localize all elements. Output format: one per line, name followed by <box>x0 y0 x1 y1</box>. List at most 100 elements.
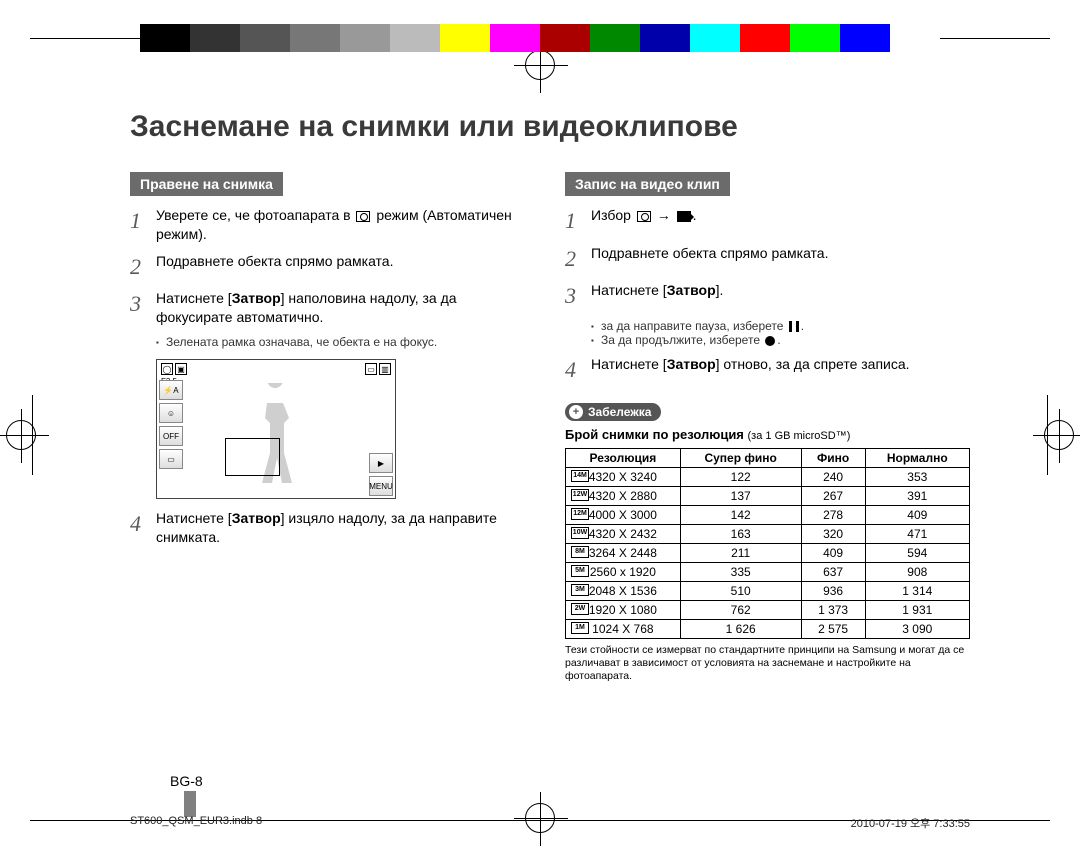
resolution-cell: 14M4320 X 3240 <box>566 467 681 486</box>
step-4-text: Натиснете [Затвор] отново, за да спрете … <box>591 355 970 385</box>
side-btn-off: OFF <box>159 426 183 446</box>
table-cell: 471 <box>865 524 969 543</box>
page-title: Заснемане на снимки или видеоклипове <box>130 110 970 144</box>
table-cell: 409 <box>865 505 969 524</box>
table-cell: 594 <box>865 543 969 562</box>
registration-mark-right <box>1044 420 1074 450</box>
table-row: 8M3264 X 2448211409594 <box>566 543 970 562</box>
side-btn-menu: MENU <box>369 476 393 496</box>
table-cell: 3 090 <box>865 619 969 638</box>
table-cell: 278 <box>801 505 865 524</box>
table-cell: 353 <box>865 467 969 486</box>
resolution-cell: 5M2560 x 1920 <box>566 562 681 581</box>
step-3-sub-resume: За да продължите, изберете . <box>591 333 970 347</box>
footer-left: ST600_QSM_EUR3.indb 8 <box>130 815 262 831</box>
camera-lcd-preview: ◯ ▣ ▭ ▥ F3.5 1/45s ⚡A ☺ OFF <box>156 359 396 499</box>
table-cell: 936 <box>801 581 865 600</box>
page-number: BG-8 <box>170 773 203 789</box>
table-cell: 762 <box>680 600 801 619</box>
registration-mark-left <box>6 420 36 450</box>
table-cell: 122 <box>680 467 801 486</box>
camera-icon <box>356 211 370 222</box>
table-cell: 637 <box>801 562 865 581</box>
resolution-size-icon: 8M <box>571 546 589 558</box>
step-number: 2 <box>565 244 591 274</box>
resolution-size-icon: 2W <box>571 603 589 615</box>
step-2-text: Подравнете обекта спрямо рамката. <box>156 252 535 282</box>
step-number: 4 <box>130 509 156 547</box>
table-cell: 1 373 <box>801 600 865 619</box>
table-cell: 1 931 <box>865 600 969 619</box>
side-btn-face: ☺ <box>159 403 183 423</box>
table-header-cell: Фино <box>801 448 865 467</box>
resolution-cell: 12M4000 X 3000 <box>566 505 681 524</box>
resolution-size-icon: 5M <box>571 565 589 577</box>
side-btn-play: ▶ <box>369 453 393 473</box>
table-row: 3M2048 X 15365109361 314 <box>566 581 970 600</box>
table-cell: 391 <box>865 486 969 505</box>
resolution-cell: 3M2048 X 1536 <box>566 581 681 600</box>
left-column: Правене на снимка 1 Уверете се, че фотоа… <box>130 172 535 683</box>
print-footer: ST600_QSM_EUR3.indb 8 2010-07-19 오후 7:33… <box>130 815 970 831</box>
table-row: 1M1024 X 7681 6262 5753 090 <box>566 619 970 638</box>
video-icon <box>677 211 691 222</box>
status-icon: ▣ <box>175 363 187 375</box>
table-row: 12W4320 X 2880137267391 <box>566 486 970 505</box>
step-number: 3 <box>565 281 591 311</box>
resolution-size-icon: 3M <box>571 584 589 596</box>
registration-mark-top <box>525 50 555 80</box>
resolution-size-icon: 12M <box>571 508 589 520</box>
step-4-text: Натиснете [Затвор] изцяло надолу, за да … <box>156 509 535 547</box>
table-cell: 2 575 <box>801 619 865 638</box>
table-cell: 240 <box>801 467 865 486</box>
table-header-cell: Супер фино <box>680 448 801 467</box>
step-2-text: Подравнете обекта спрямо рамката. <box>591 244 970 274</box>
step-1-text: Уверете се, че фотоапарата в режим (Авто… <box>156 206 535 244</box>
card-icon: ▭ <box>365 363 377 375</box>
resolution-size-icon: 1M <box>571 622 589 634</box>
resolution-cell: 12W4320 X 2880 <box>566 486 681 505</box>
table-cell: 908 <box>865 562 969 581</box>
camera-icon <box>637 211 651 222</box>
focus-rectangle <box>225 438 280 476</box>
footer-right: 2010-07-19 오후 7:33:55 <box>851 815 970 831</box>
table-cell: 142 <box>680 505 801 524</box>
table-cell: 163 <box>680 524 801 543</box>
pause-icon <box>789 321 799 332</box>
table-row: 12M4000 X 3000142278409 <box>566 505 970 524</box>
table-cell: 1 626 <box>680 619 801 638</box>
table-cell: 335 <box>680 562 801 581</box>
step-number: 3 <box>130 289 156 327</box>
table-header-cell: Нормално <box>865 448 969 467</box>
page-tab-marker <box>184 791 196 817</box>
table-row: 5M2560 x 1920335637908 <box>566 562 970 581</box>
step-number: 2 <box>130 252 156 282</box>
section-header-video: Запис на видео клип <box>565 172 730 196</box>
resolution-size-icon: 14M <box>571 470 589 482</box>
table-row: 14M4320 X 3240122240353 <box>566 467 970 486</box>
resolution-table: РезолюцияСупер финоФиноНормално 14M4320 … <box>565 448 970 639</box>
table-cell: 510 <box>680 581 801 600</box>
right-column: Запис на видео клип 1 Избор → . 2 Подрав… <box>565 172 970 683</box>
table-cell: 211 <box>680 543 801 562</box>
table-cell: 1 314 <box>865 581 969 600</box>
table-header-cell: Резолюция <box>566 448 681 467</box>
step-number: 4 <box>565 355 591 385</box>
mode-icon: ◯ <box>161 363 173 375</box>
resolution-cell: 1M1024 X 768 <box>566 619 681 638</box>
resolution-cell: 8M3264 X 2448 <box>566 543 681 562</box>
step-3-text: Натиснете [Затвор]. <box>591 281 970 311</box>
record-icon <box>765 336 775 346</box>
table-row: 10W4320 X 2432163320471 <box>566 524 970 543</box>
document-page: Заснемане на снимки или видеоклипове Пра… <box>130 110 970 683</box>
step-number: 1 <box>565 206 591 236</box>
table-cell: 409 <box>801 543 865 562</box>
table-cell: 267 <box>801 486 865 505</box>
table-cell: 320 <box>801 524 865 543</box>
resolution-cell: 10W4320 X 2432 <box>566 524 681 543</box>
table-row: 2W1920 X 10807621 3731 931 <box>566 600 970 619</box>
color-calibration-bar <box>140 24 940 52</box>
table-cell: 137 <box>680 486 801 505</box>
table-footnote: Тези стойности се измерват по стандартни… <box>565 644 970 683</box>
side-btn-frame: ▭ <box>159 449 183 469</box>
